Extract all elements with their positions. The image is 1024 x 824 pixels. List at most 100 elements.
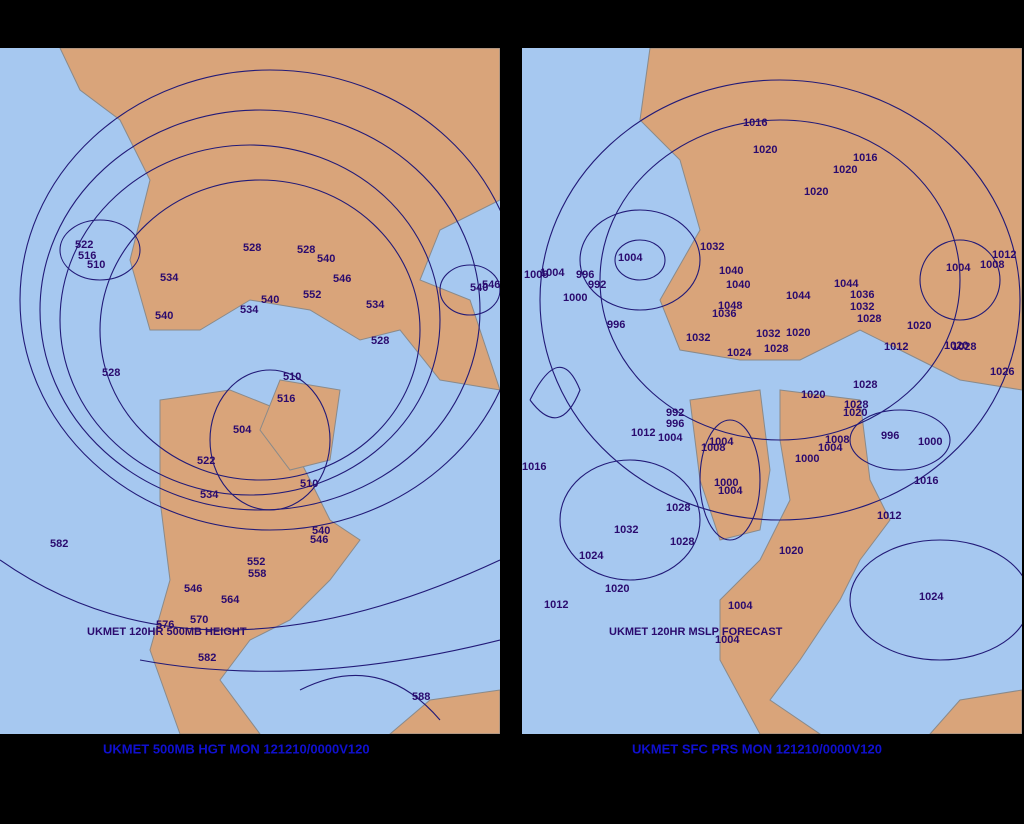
- map-footer: UKMET SFC PRS MON 121210/0000V120: [632, 741, 882, 756]
- contour-label: 1012: [544, 599, 568, 611]
- contour-label: 1020: [804, 186, 828, 198]
- contour-label: 1024: [727, 347, 752, 359]
- contour-label: 1004: [818, 442, 843, 454]
- contour-label: 1020: [801, 389, 825, 401]
- contour-label: 1028: [666, 502, 690, 514]
- contour-label: 558: [248, 568, 266, 580]
- right-map: [522, 48, 1022, 734]
- contour-label: 516: [277, 393, 295, 405]
- map-caption: UKMET 120HR MSLP FORECAST: [609, 626, 783, 638]
- contour-label: 1012: [992, 249, 1016, 261]
- contour-label: 540: [155, 310, 173, 322]
- contour-label: 1016: [914, 475, 938, 487]
- contour-label: 1036: [850, 289, 874, 301]
- contour-label: 1028: [857, 313, 881, 325]
- contour-label: 1008: [980, 259, 1004, 271]
- contour-label: 1020: [944, 340, 968, 352]
- contour-label: 996: [576, 269, 594, 281]
- contour-label: 522: [197, 455, 215, 467]
- contour-label: 996: [666, 418, 684, 430]
- contour-label: 1020: [779, 545, 803, 557]
- contour-label: 1020: [843, 407, 867, 419]
- contour-label: 1000: [563, 292, 587, 304]
- contour-label: 534: [366, 299, 385, 311]
- contour-label: 1020: [605, 583, 629, 595]
- contour-label: 1028: [670, 536, 694, 548]
- contour-label: 540: [470, 282, 488, 294]
- contour-label: 1020: [907, 320, 931, 332]
- contour-label: 1028: [952, 341, 976, 353]
- contour-label: 1000: [714, 477, 738, 489]
- contour-label: 546: [333, 273, 351, 285]
- contour-label: 1004: [718, 485, 743, 497]
- contour-label: 992: [588, 279, 606, 291]
- contour-label: 1028: [844, 399, 868, 411]
- contour-label: 1020: [833, 164, 857, 176]
- contour-label: 1048: [718, 300, 742, 312]
- contour-label: 528: [102, 367, 120, 379]
- contour-label: 1008: [825, 434, 849, 446]
- contour-label: 1036: [712, 308, 736, 320]
- contour-label: 1028: [764, 343, 788, 355]
- contour-label: 1028: [853, 379, 877, 391]
- left-map: [0, 48, 500, 734]
- contour-label: 996: [881, 430, 899, 442]
- contour-label: 1008: [524, 269, 548, 281]
- contour-label: 510: [300, 478, 318, 490]
- contour-label: 540: [261, 294, 279, 306]
- contour-label: 1044: [786, 290, 811, 302]
- contour-label: 1008: [701, 442, 725, 454]
- contour-label: 570: [190, 614, 208, 626]
- contour-label: 552: [247, 556, 265, 568]
- contour-label: 1004: [946, 262, 971, 274]
- contour-label: 1000: [795, 453, 819, 465]
- contour-label: 1040: [719, 265, 743, 277]
- contour-label: 1004: [709, 436, 734, 448]
- contour-label: 996: [607, 319, 625, 331]
- contour-label: 546: [482, 279, 500, 291]
- contour-label: 582: [50, 538, 68, 550]
- contour-label: 546: [184, 583, 202, 595]
- contour-label: 1020: [753, 144, 777, 156]
- contour-label: 516: [78, 250, 96, 262]
- contour-label: 528: [371, 335, 389, 347]
- contour-label: 546: [310, 534, 328, 546]
- contour-label: 1032: [700, 241, 724, 253]
- contour-label: 1012: [884, 341, 908, 353]
- contour-label: 1032: [614, 524, 638, 536]
- contour-label: 992: [666, 407, 684, 419]
- contour-label: 1004: [715, 634, 740, 646]
- contour-label: 534: [160, 272, 179, 284]
- contour-label: 1004: [540, 267, 565, 279]
- contour-label: 1032: [756, 328, 780, 340]
- contour-label: 1012: [877, 510, 901, 522]
- contour-label: 1012: [631, 427, 655, 439]
- contour-label: 534: [240, 304, 259, 316]
- contour-label: 1020: [786, 327, 810, 339]
- contour-label: 1032: [850, 301, 874, 313]
- contour-label: 588: [412, 691, 430, 703]
- contour-label: 1004: [658, 432, 683, 444]
- contour-label: 582: [198, 652, 216, 664]
- contour-label: 1016: [853, 152, 877, 164]
- contour-label: 540: [317, 253, 335, 265]
- map-footer: UKMET 500MB HGT MON 121210/0000V120: [103, 741, 370, 756]
- contour-label: 528: [297, 244, 315, 256]
- contour-label: 1004: [728, 600, 753, 612]
- contour-label: 1004: [618, 252, 643, 264]
- contour-label: 576: [156, 619, 174, 631]
- contour-label: 522: [75, 239, 93, 251]
- contour-label: 1000: [918, 436, 942, 448]
- contour-label: 528: [243, 242, 261, 254]
- contour-label: 1024: [919, 591, 944, 603]
- contour-label: 1044: [834, 278, 859, 290]
- contour-label: 504: [233, 424, 252, 436]
- contour-label: 1024: [579, 550, 604, 562]
- contour-label: 1016: [522, 461, 546, 473]
- contour-label: 510: [283, 371, 301, 383]
- contour-label: 1016: [743, 117, 767, 129]
- contour-label: 1032: [686, 332, 710, 344]
- map-caption: UKMET 120HR 500MB HEIGHT: [87, 626, 247, 638]
